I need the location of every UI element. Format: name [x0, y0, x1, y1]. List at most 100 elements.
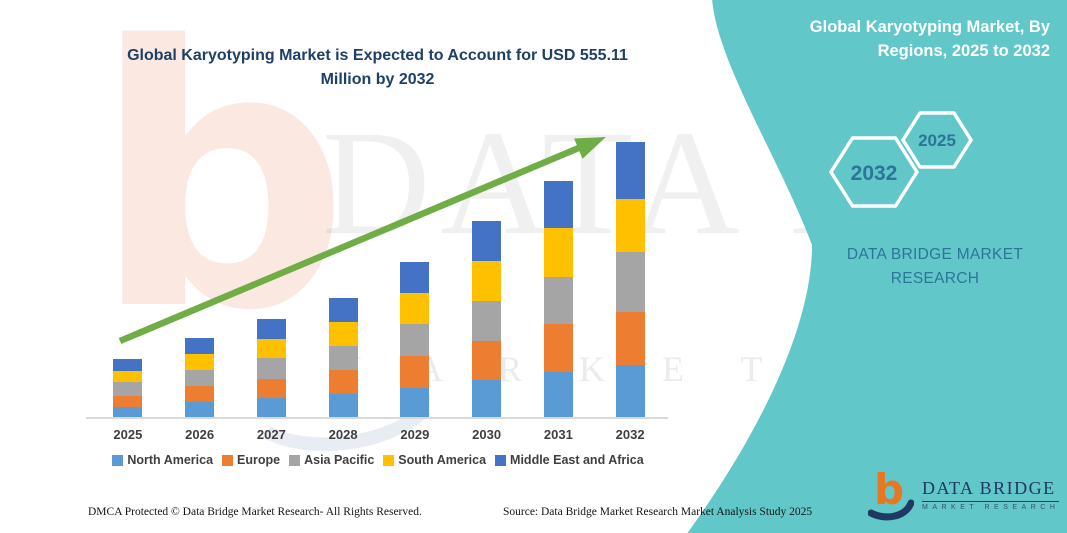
x-axis-line — [86, 417, 668, 419]
bar-segment — [615, 252, 645, 312]
x-axis-label: 2026 — [185, 427, 215, 442]
logo-d-swoosh — [868, 499, 914, 521]
x-axis-label: 2025 — [113, 427, 143, 442]
stacked-bar-2029 — [400, 261, 430, 418]
bar-segment — [328, 394, 358, 418]
bar-segment — [185, 369, 215, 387]
legend-item: Europe — [222, 453, 280, 467]
bar-column-2027 — [236, 319, 308, 418]
hexagon-2032-label: 2032 — [851, 162, 898, 185]
bar-segment — [543, 181, 573, 229]
bar-column-2031 — [523, 181, 595, 418]
bar-segment — [472, 379, 502, 418]
bar-segment — [472, 340, 502, 380]
legend-swatch — [289, 454, 301, 466]
legend-label: Europe — [237, 453, 281, 467]
bar-segment — [400, 388, 430, 418]
bar-segment — [328, 346, 358, 371]
bar-segment — [328, 298, 358, 323]
brand-wordmark: DATA BRIDGE MARKET RESEARCH — [800, 243, 1067, 291]
bar-segment — [113, 406, 143, 418]
x-axis-labels: 2025 2026 2027 2028 2029 2030 2031 2032 — [92, 427, 666, 442]
logo-b-glyph: b — [874, 466, 904, 514]
bar-segment — [113, 396, 143, 407]
bar-segment — [400, 355, 430, 389]
bar-segment — [400, 323, 430, 356]
legend-swatch — [495, 454, 507, 466]
bar-column-2030 — [451, 221, 523, 418]
legend-swatch — [112, 454, 124, 466]
legend-item: South America — [383, 453, 486, 467]
bar-column-2025 — [92, 359, 164, 418]
legend-label: North America — [127, 453, 214, 467]
bar-segment — [543, 372, 573, 418]
bar-column-2032 — [594, 142, 666, 418]
bar-segment — [256, 319, 286, 339]
bar-segment — [543, 277, 573, 325]
bar-segment — [256, 379, 286, 399]
legend-label: South America — [398, 453, 487, 467]
x-axis-label: 2032 — [615, 427, 645, 442]
legend-item: North America — [112, 453, 213, 467]
legend-swatch — [222, 454, 234, 466]
x-axis-label: 2027 — [256, 427, 286, 442]
bar-segment — [472, 221, 502, 262]
bar-segment — [400, 261, 430, 293]
bar-segment — [185, 338, 215, 355]
stacked-bar-2031 — [543, 181, 573, 418]
bar-segment — [185, 386, 215, 403]
bar-segment — [615, 198, 645, 253]
company-logo-text: DATA BRIDGE MARKET RESEARCH — [922, 478, 1060, 511]
bar-segment — [400, 292, 430, 324]
bar-segment — [615, 142, 645, 199]
hexagon-2025 — [901, 111, 973, 169]
bars-row — [92, 130, 666, 418]
bar-segment — [328, 322, 358, 347]
legend-label: Middle East and Africa — [510, 453, 644, 467]
bar-segment — [256, 358, 286, 380]
bar-segment — [328, 370, 358, 395]
stacked-bar-2032 — [615, 142, 645, 418]
company-logo: b DATA BRIDGE MARKET RESEARCH — [868, 466, 1060, 522]
bar-segment — [113, 370, 143, 383]
bar-segment — [256, 338, 286, 359]
hexagon-2032 — [829, 136, 919, 208]
source-note: Source: Data Bridge Market Research Mark… — [503, 506, 813, 518]
x-axis-label: 2031 — [543, 427, 573, 442]
bar-segment — [472, 301, 502, 341]
chart-title: Global Karyotyping Market is Expected to… — [127, 47, 628, 88]
bar-segment — [185, 354, 215, 370]
legend-item: Asia Pacific — [289, 453, 374, 467]
x-axis-label: 2030 — [472, 427, 502, 442]
brand-wordmark-line1: DATA BRIDGE MARKET — [846, 246, 1024, 263]
x-axis-label: 2029 — [400, 427, 430, 442]
x-axis-label: 2028 — [328, 427, 358, 442]
company-logo-subtitle: MARKET RESEARCH — [922, 503, 1060, 511]
bar-segment — [472, 261, 502, 302]
bar-segment — [543, 228, 573, 278]
stacked-bar-2025 — [113, 359, 143, 418]
company-logo-name: DATA BRIDGE — [922, 478, 1060, 502]
legend-swatch — [383, 454, 395, 466]
stacked-bar-2026 — [185, 338, 215, 418]
bar-column-2026 — [164, 338, 236, 418]
stacked-bar-2028 — [328, 298, 358, 418]
legend-label: Asia Pacific — [304, 453, 375, 467]
brand-wordmark-line2: RESEARCH — [890, 270, 980, 288]
bar-segment — [113, 359, 143, 371]
side-panel-title: Global Karyotyping Market, By Regions, 2… — [809, 18, 1050, 60]
bar-segment — [185, 402, 215, 418]
bar-segment — [615, 311, 645, 365]
stacked-bar-2030 — [472, 221, 502, 418]
legend: North America Europe Asia Pacific South Ame… — [88, 453, 668, 467]
bar-column-2028 — [307, 298, 379, 418]
legend-item: Middle East and Africa — [495, 453, 644, 467]
bar-segment — [543, 324, 573, 373]
bar-segment — [615, 364, 645, 418]
hexagon-2025-label: 2025 — [918, 131, 956, 150]
bar-segment — [113, 382, 143, 397]
bar-segment — [256, 398, 286, 418]
bar-column-2029 — [379, 261, 451, 418]
